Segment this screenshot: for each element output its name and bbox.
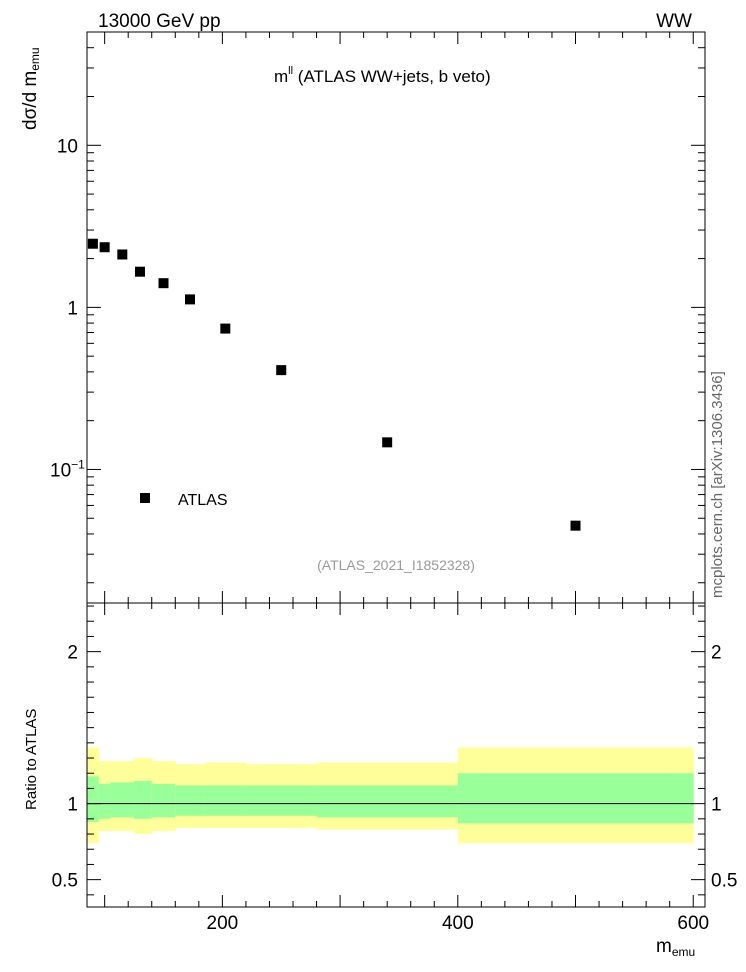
data-point-4 [158,278,169,289]
data-point-1 [99,242,110,253]
watermark-label: mcplots.cern.ch [arXiv:1306.3436] [709,371,726,598]
ratio-band-inner-6 [204,785,247,816]
tick-labels-group: 10 1 10−1 2 2 1 1 0.5 0.5 200 400 600 [50,136,737,934]
header-energy-label: 13000 GeV pp [98,11,221,32]
ratio-y-tick-label-2: 0.5 [52,871,78,892]
legend-label: ATLAS [178,492,228,509]
ratio-band-inner-4 [151,783,176,818]
analysis-id-label: (ATLAS_2021_I1852328) [317,557,475,573]
ratio-y-tick-label-right-0: 2 [711,643,722,664]
ratio-y-tick-label-1: 1 [67,795,78,816]
data-point-0 [87,238,98,249]
main-y-axis-label: dσ/d memu [20,47,42,130]
ratio-band-inner-5 [175,785,206,816]
legend-marker [140,493,150,503]
x-tick-label-1: 400 [442,913,474,934]
main-y-tick-label-1: 1 [67,298,78,319]
ratio-y-axis-label: Ratio to ATLAS [23,709,40,810]
x-tick-label-0: 200 [207,913,239,934]
ratio-band-inner-9 [457,773,694,824]
data-point-7 [276,365,287,376]
data-point-9 [570,520,581,531]
data-point-5 [185,294,195,305]
ratio-y-tick-label-0: 2 [67,643,78,664]
ratio-band-inner-1 [98,783,112,819]
data-point-6 [220,323,231,334]
x-tick-label-2: 600 [677,913,709,934]
main-plot-frame [86,31,706,604]
x-axis-label: memu [656,936,695,959]
ratio-band-inner-2 [110,782,135,818]
main-y-tick-label-0: 10 [57,136,78,157]
ratio-y-tick-label-right-1: 1 [711,795,722,816]
ratio-band-inner-0 [87,776,100,822]
header-process-label: WW [656,11,692,32]
data-point-2 [117,249,128,260]
ratio-plot-frame [86,602,706,908]
main-data-points [87,238,581,531]
ratio-bands [87,747,694,844]
ratio-band-inner-8 [316,785,459,818]
data-point-8 [382,437,393,448]
main-y-tick-label-2: 10−1 [50,457,85,481]
ratio-band-inner-7 [245,785,318,816]
ratio-band-inner-3 [134,780,153,819]
ratio-y-tick-label-right-2: 0.5 [711,871,737,892]
axes-group [86,31,706,908]
data-point-3 [134,266,145,277]
plot-title: mll (ATLAS WW+jets, b veto) [274,65,491,86]
